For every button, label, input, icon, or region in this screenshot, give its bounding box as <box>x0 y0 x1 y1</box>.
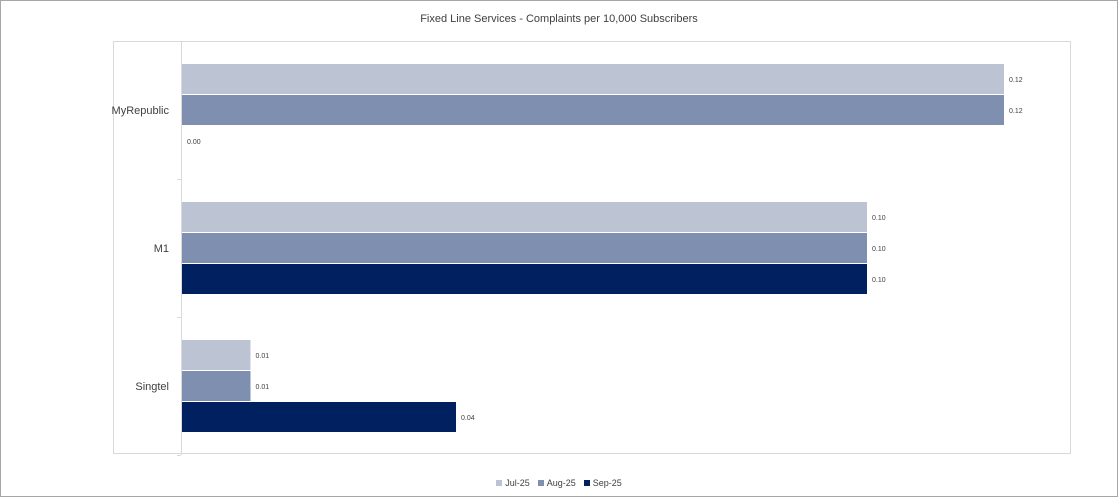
category-label: M1 <box>154 243 169 255</box>
data-label: 0.12 <box>1009 77 1023 84</box>
plot-area <box>113 41 1071 454</box>
chart-title: Fixed Line Services - Complaints per 10,… <box>420 13 698 25</box>
bar <box>182 371 251 401</box>
legend-item: Sep-25 <box>583 478 622 488</box>
data-label: 0.01 <box>256 384 270 391</box>
data-label: 0.10 <box>872 215 886 222</box>
legend-swatch <box>537 480 544 486</box>
bar <box>182 202 867 232</box>
data-label: 0.00 <box>187 139 201 146</box>
legend-item: Aug-25 <box>537 478 576 488</box>
data-label: 0.10 <box>872 277 886 284</box>
data-label: 0.04 <box>461 415 475 422</box>
legend-label: Sep-25 <box>592 478 622 488</box>
category-label: Singtel <box>135 381 169 393</box>
chart-legend: Jul-25 Aug-25 Sep-25 <box>0 478 1118 488</box>
bar <box>182 340 251 370</box>
data-label: 0.12 <box>1009 108 1023 115</box>
data-label: 0.10 <box>872 246 886 253</box>
bar <box>182 402 456 432</box>
legend-swatch <box>583 480 590 486</box>
bar <box>182 264 867 294</box>
legend-item: Jul-25 <box>496 478 530 488</box>
bar <box>182 233 867 263</box>
bar <box>182 64 1004 94</box>
legend-label: Jul-25 <box>505 478 530 488</box>
category-label: MyRepublic <box>112 105 170 117</box>
bar <box>182 95 1004 125</box>
data-label: 0.01 <box>256 353 270 360</box>
legend-swatch <box>496 480 503 486</box>
legend-label: Aug-25 <box>546 478 576 488</box>
